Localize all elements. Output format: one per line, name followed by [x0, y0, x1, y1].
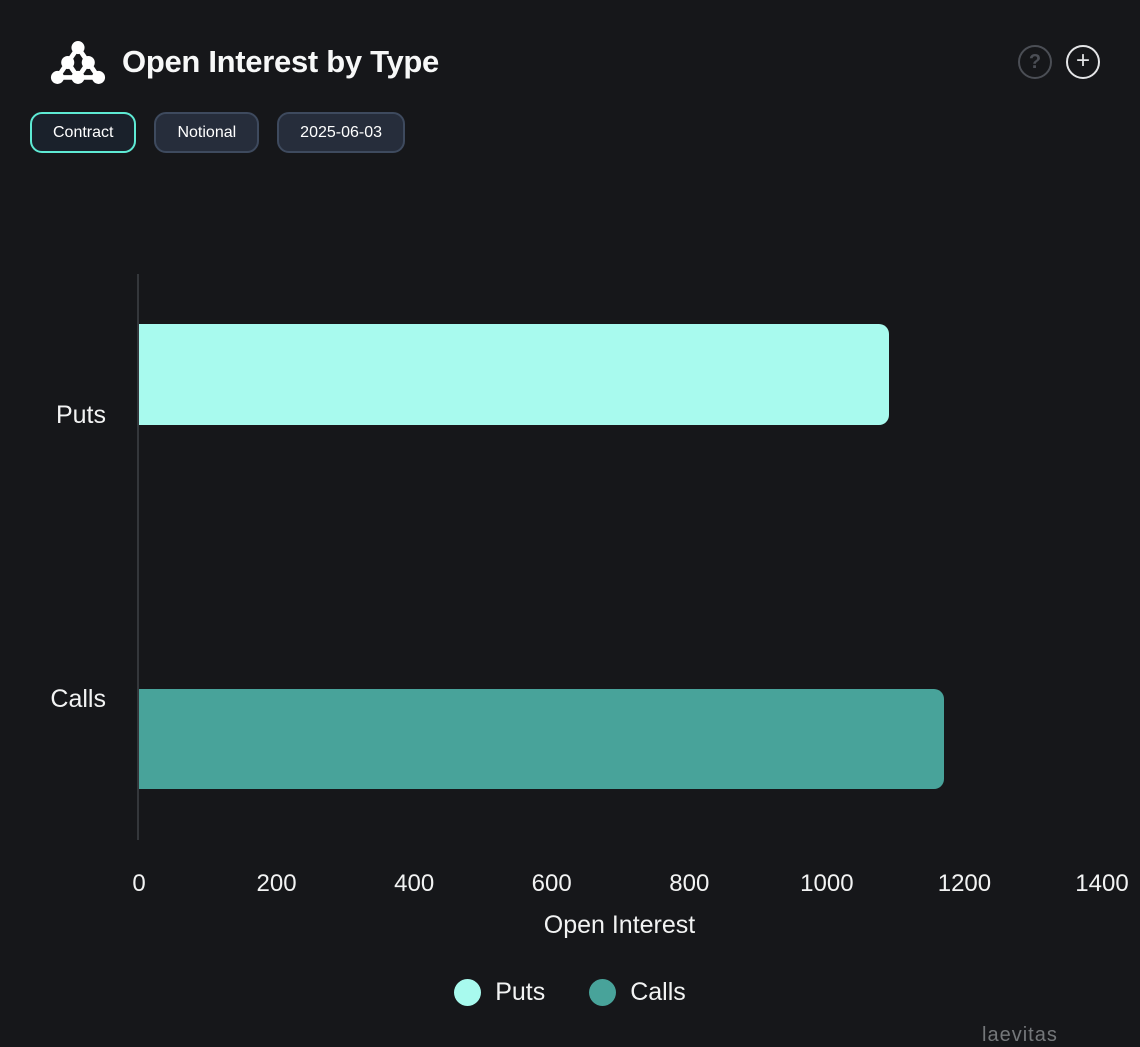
x-tick-label: 1000 [800, 870, 854, 897]
x-tick-label: 0 [132, 870, 146, 897]
bar-calls[interactable] [139, 689, 944, 789]
bar-puts[interactable] [139, 324, 889, 425]
x-tick-label: 800 [669, 870, 710, 897]
toggle-notional[interactable]: Notional [154, 112, 260, 153]
plus-icon: + [1075, 47, 1090, 74]
legend-item-calls[interactable]: Calls [589, 978, 686, 1007]
header-actions: ? + [1018, 45, 1100, 79]
legend-item-puts[interactable]: Puts [454, 978, 545, 1007]
legend-swatch [454, 979, 482, 1006]
category-label-calls: Calls [50, 685, 106, 713]
legend-label: Calls [630, 978, 686, 1006]
plot-area: Puts Calls 0 200 400 600 800 1000 1200 1400 [50, 274, 1129, 897]
legend: Puts Calls [0, 978, 1140, 1007]
x-tick-label: 1400 [1075, 870, 1129, 897]
x-tick-label: 400 [394, 870, 435, 897]
add-button[interactable]: + [1066, 45, 1100, 79]
x-tick-label: 600 [531, 870, 572, 897]
date-selector[interactable]: 2025-06-03 [277, 112, 406, 153]
header: Open Interest by Type ? + [50, 36, 1100, 88]
watermark: laevitas [982, 1024, 1058, 1046]
toolbar: Contract Notional 2025-06-03 [30, 112, 406, 153]
help-button[interactable]: ? [1018, 45, 1052, 79]
category-label-puts: Puts [55, 401, 106, 429]
x-axis-ticks: 0 200 400 600 800 1000 1200 1400 [132, 840, 1128, 900]
x-tick-label: 1200 [937, 870, 992, 897]
x-axis-title: Open Interest [543, 911, 696, 939]
logo-dots-triangle-icon [50, 40, 106, 84]
question-icon: ? [1028, 50, 1042, 73]
legend-swatch [589, 979, 617, 1006]
toggle-contract[interactable]: Contract [30, 112, 137, 153]
x-tick-label: 200 [256, 870, 297, 897]
page-title: Open Interest by Type [122, 44, 439, 79]
legend-label: Puts [495, 978, 546, 1006]
